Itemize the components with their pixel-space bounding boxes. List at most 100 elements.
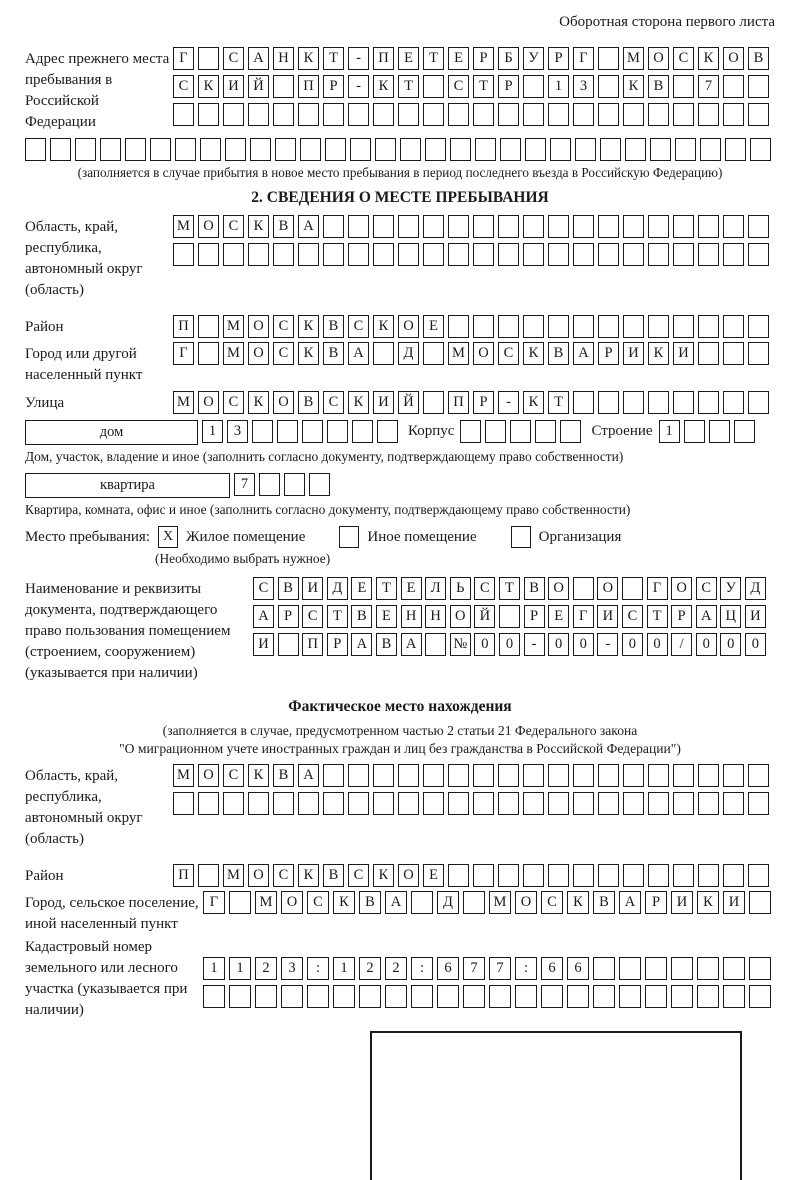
- char-cell: Р: [671, 605, 693, 628]
- char-cell: [623, 103, 644, 126]
- char-cell: [198, 243, 219, 266]
- char-cell: [548, 792, 569, 815]
- char-cell: Й: [474, 605, 496, 628]
- char-cell: [673, 864, 694, 887]
- char-cell: [323, 792, 344, 815]
- char-cell: 7: [463, 957, 485, 980]
- char-cell: [708, 420, 730, 443]
- char-cell: [325, 138, 346, 161]
- char-cell: [323, 243, 344, 266]
- checkbox-organization: [510, 526, 531, 548]
- al-region-block: Область, край, республика, автономный ок…: [25, 764, 775, 850]
- al-cadastral-row2: [203, 985, 771, 1008]
- char-cell: О: [198, 215, 219, 238]
- char-cell: [498, 792, 519, 815]
- char-cell: [748, 215, 769, 238]
- char-cell: [675, 138, 696, 161]
- char-cell: [723, 215, 744, 238]
- char-cell: [671, 985, 693, 1008]
- char-cell: 6: [541, 957, 563, 980]
- char-cell: [448, 792, 469, 815]
- char-cell: [298, 103, 319, 126]
- char-cell: [700, 138, 721, 161]
- char-cell: [523, 103, 544, 126]
- char-cell: [683, 420, 705, 443]
- char-cell: [598, 315, 619, 338]
- char-cell: [593, 957, 615, 980]
- char-cell: И: [744, 605, 766, 628]
- char-cell: О: [248, 864, 269, 887]
- char-cell: [550, 138, 571, 161]
- char-cell: [723, 864, 744, 887]
- char-cell: 0: [548, 633, 570, 656]
- al-region-row2: [173, 792, 769, 815]
- char-cell: О: [198, 764, 219, 787]
- char-cell: В: [351, 605, 373, 628]
- char-cell: В: [323, 342, 344, 365]
- char-cell: [473, 764, 494, 787]
- char-cell: П: [298, 75, 319, 98]
- char-cell: -: [498, 391, 519, 414]
- char-cell: [450, 138, 471, 161]
- char-cell: Т: [323, 47, 344, 70]
- char-cell: И: [373, 391, 394, 414]
- char-cell: Н: [273, 47, 294, 70]
- char-cell: [198, 792, 219, 815]
- char-cell: 0: [498, 633, 520, 656]
- char-cell: [198, 315, 219, 338]
- char-cell: [411, 985, 433, 1008]
- apartment-cells: 7: [234, 473, 330, 496]
- char-cell: [448, 103, 469, 126]
- char-cell: [749, 985, 771, 1008]
- char-cell: [223, 792, 244, 815]
- char-cell: Д: [437, 891, 459, 914]
- char-cell: [448, 315, 469, 338]
- char-cell: П: [302, 633, 324, 656]
- char-cell: [748, 243, 769, 266]
- char-cell: [648, 764, 669, 787]
- char-cell: К: [198, 75, 219, 98]
- char-cell: [323, 103, 344, 126]
- char-cell: 1: [203, 957, 225, 980]
- char-cell: В: [648, 75, 669, 98]
- char-cell: Н: [425, 605, 447, 628]
- char-cell: М: [173, 215, 194, 238]
- char-cell: [572, 577, 594, 600]
- char-cell: [671, 957, 693, 980]
- char-cell: [598, 243, 619, 266]
- char-cell: [333, 985, 355, 1008]
- char-cell: Ц: [720, 605, 742, 628]
- char-cell: С: [302, 605, 324, 628]
- char-cell: Е: [423, 315, 444, 338]
- al-city-block: Город, сельское поселение, иной населенн…: [25, 891, 775, 935]
- char-cell: [498, 864, 519, 887]
- char-cell: [750, 138, 771, 161]
- char-cell: [749, 957, 771, 980]
- char-cell: [223, 243, 244, 266]
- char-cell: С: [307, 891, 329, 914]
- char-cell: С: [223, 764, 244, 787]
- char-cell: М: [223, 864, 244, 887]
- char-cell: [298, 792, 319, 815]
- char-cell: [463, 985, 485, 1008]
- char-cell: 6: [567, 957, 589, 980]
- char-cell: 0: [572, 633, 594, 656]
- char-cell: Е: [375, 605, 397, 628]
- char-cell: Р: [473, 391, 494, 414]
- char-cell: О: [548, 577, 570, 600]
- char-cell: [281, 985, 303, 1008]
- char-cell: :: [307, 957, 329, 980]
- char-cell: О: [198, 391, 219, 414]
- char-cell: Т: [548, 391, 569, 414]
- char-cell: [284, 473, 305, 496]
- char-cell: [598, 47, 619, 70]
- char-cell: 0: [720, 633, 742, 656]
- char-cell: [650, 138, 671, 161]
- char-cell: [698, 391, 719, 414]
- char-cell: 1: [658, 420, 680, 443]
- char-cell: В: [359, 891, 381, 914]
- char-cell: [398, 764, 419, 787]
- place-type-row: Место пребывания: X Жилое помещение Иное…: [25, 526, 775, 548]
